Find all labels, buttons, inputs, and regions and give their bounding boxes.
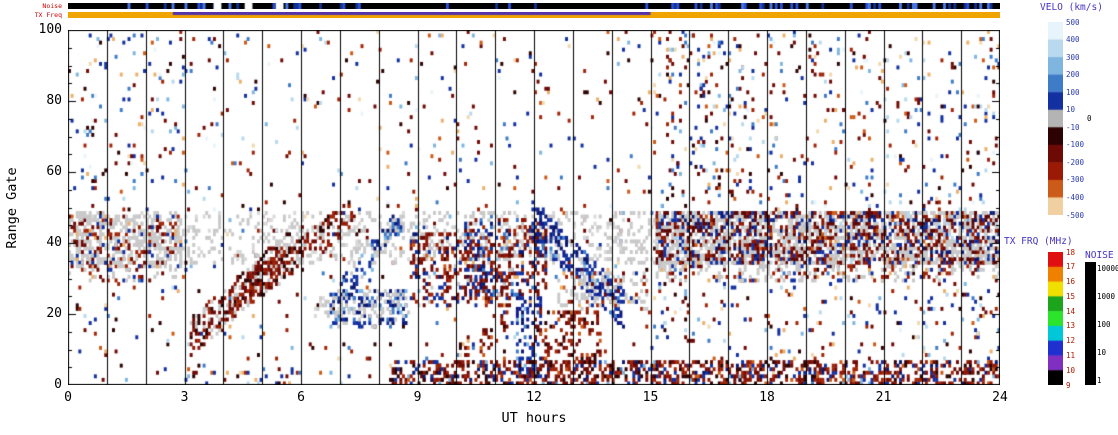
noise-colorbar-title: NOISE	[1085, 250, 1114, 261]
x-tick-label: 6	[297, 390, 305, 405]
velocity-colorbar-title: VELO (km/s)	[1040, 2, 1103, 13]
velocity-colorbar	[1048, 22, 1063, 215]
velocity-tick-label: -500	[1066, 210, 1085, 220]
velocity-tick-label: 300	[1066, 52, 1080, 62]
velocity-tick-label: 10	[1066, 105, 1076, 115]
y-tick-label: 20	[46, 306, 62, 321]
y-tick-label: 0	[54, 377, 62, 392]
noise-tick-label: 10000	[1097, 263, 1118, 273]
txfreq-tick-label: 15	[1066, 291, 1076, 301]
txfreq-tick-label: 11	[1066, 350, 1076, 360]
x-tick-label: 9	[413, 390, 422, 405]
noise-tick-label: 1000	[1097, 291, 1116, 301]
txfreq-tick-label: 13	[1066, 321, 1076, 331]
y-tick-label: 80	[46, 93, 62, 108]
velocity-tick-label: 400	[1066, 35, 1080, 45]
velocity-tick-label: -100	[1066, 140, 1085, 150]
txfreq-strip-canvas	[68, 12, 1000, 18]
x-tick-label: 21	[875, 390, 892, 405]
velocity-tick-label: 200	[1066, 70, 1080, 80]
txfreq-tick-label: 14	[1066, 306, 1076, 316]
txfreq-strip-label: TX Freq	[34, 10, 62, 19]
x-tick-label: 24	[992, 390, 1008, 405]
x-tick-label: 12	[526, 390, 542, 405]
velocity-zero-label: 0	[1087, 114, 1092, 123]
txfreq-tick-label: 9	[1066, 380, 1071, 390]
y-tick-label: 60	[46, 164, 62, 179]
x-tick-label: 15	[642, 390, 659, 405]
txfreq-tick-label: 18	[1066, 247, 1076, 257]
rti-plot-canvas	[68, 30, 1000, 385]
velocity-tick-label: -400	[1066, 192, 1085, 202]
noise-strip-canvas	[68, 3, 1000, 9]
noise-colorbar	[1085, 262, 1096, 385]
y-tick-label: 100	[38, 22, 62, 37]
noise-strip-label: Noise	[42, 1, 62, 10]
noise-tick-label: 1	[1097, 375, 1102, 385]
txfreq-colorbar-title: TX FRQ (MHz)	[1004, 236, 1073, 247]
txfreq-tick-label: 16	[1066, 277, 1076, 287]
velocity-tick-label: -300	[1066, 175, 1085, 185]
y-tick-label: 40	[46, 235, 62, 250]
velocity-tick-label: 500	[1066, 17, 1080, 27]
x-axis-label: UT hours	[501, 410, 567, 426]
noise-tick-label: 10	[1097, 347, 1107, 357]
velocity-tick-label: 100	[1066, 87, 1080, 97]
noise-tick-label: 100	[1097, 319, 1111, 329]
velocity-tick-label: -10	[1066, 122, 1080, 132]
x-tick-label: 18	[759, 390, 775, 405]
x-tick-label: 3	[180, 390, 189, 405]
txfreq-colorbar	[1048, 252, 1063, 385]
txfreq-tick-label: 12	[1066, 336, 1076, 346]
txfreq-tick-label: 10	[1066, 365, 1076, 375]
x-tick-label: 0	[64, 390, 72, 405]
txfreq-tick-label: 17	[1066, 262, 1076, 272]
y-axis-label: Range Gate	[4, 167, 20, 249]
velocity-tick-label: -200	[1066, 157, 1085, 167]
